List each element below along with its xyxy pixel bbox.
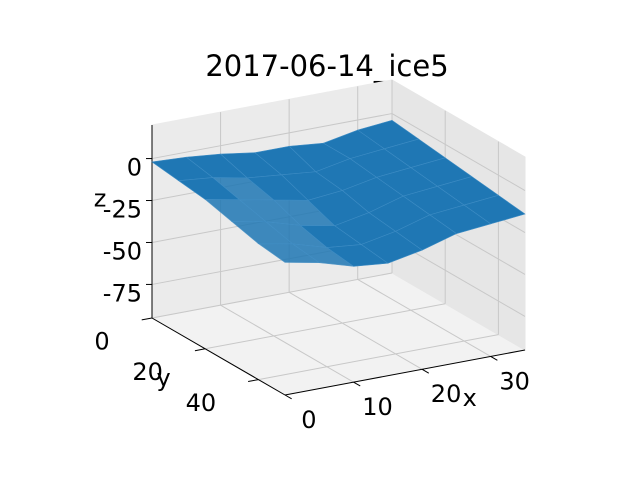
y-axis-line — [151, 317, 286, 396]
y-tick-label: 0 — [94, 327, 109, 355]
grid-line — [258, 334, 499, 381]
chart-title: 2017-06-14_ice5 — [205, 49, 448, 83]
tick-mark — [141, 317, 153, 321]
tick-mark — [421, 368, 430, 374]
x-tick-label: 30 — [499, 367, 530, 395]
grid-line — [220, 304, 354, 383]
tick-mark — [248, 379, 259, 383]
grid-line — [151, 272, 393, 319]
y-tick-label: 20 — [132, 358, 163, 386]
y-tick-label: 40 — [186, 389, 217, 417]
y-axis-label: y — [157, 364, 171, 392]
grid-line — [357, 278, 491, 357]
z-tick-label: -50 — [103, 237, 142, 265]
surface-patch — [257, 243, 321, 264]
z-axis-label: z — [94, 185, 107, 213]
x-axis-line — [284, 349, 526, 396]
tick-mark — [353, 381, 361, 387]
z-tick-label: 0 — [127, 154, 142, 182]
tick-mark — [284, 394, 292, 400]
x-tick-label: 0 — [301, 406, 316, 434]
grid-line — [391, 113, 526, 191]
grid-line — [151, 113, 393, 160]
x-tick-label: 20 — [431, 380, 462, 408]
tick-mark — [490, 355, 498, 361]
z-tick-label: -25 — [103, 196, 142, 224]
grid-line — [288, 291, 423, 370]
grid-line — [205, 303, 446, 350]
tick-mark — [194, 348, 206, 352]
x-tick-label: 10 — [362, 393, 393, 421]
z-tick-label: -75 — [103, 279, 142, 307]
x-axis-label: x — [463, 384, 477, 412]
